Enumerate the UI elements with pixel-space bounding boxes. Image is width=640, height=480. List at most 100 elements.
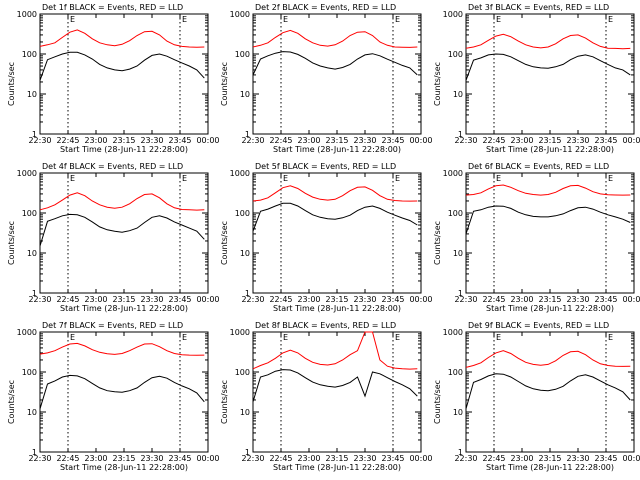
x-tick-label: 22:45 bbox=[56, 295, 79, 304]
marker-label: E bbox=[496, 15, 501, 24]
x-tick-label: 22:45 bbox=[269, 454, 292, 463]
x-tick-label: 00:00 bbox=[622, 136, 640, 145]
y-tick-label: 100 bbox=[22, 50, 37, 59]
x-tick-label: 23:00 bbox=[297, 454, 320, 463]
y-tick-label: 100 bbox=[235, 209, 250, 218]
y-axis-label: Counts/sec bbox=[7, 62, 16, 106]
x-tick-label: 23:15 bbox=[538, 454, 561, 463]
x-axis-label: Start Time (28-Jun-11 22:28:00) bbox=[60, 145, 188, 154]
series-line bbox=[252, 369, 418, 402]
x-tick-label: 22:30 bbox=[28, 454, 51, 463]
x-tick-label: 22:45 bbox=[56, 136, 79, 145]
panel-title: Det 5f BLACK = Events, RED = LLD bbox=[255, 162, 396, 171]
series-line bbox=[465, 184, 631, 196]
y-tick-label: 1000 bbox=[230, 10, 250, 19]
y-tick-label: 10 bbox=[453, 408, 463, 417]
marker-label: E bbox=[608, 15, 613, 24]
x-tick-label: 23:30 bbox=[566, 295, 589, 304]
plot-frame bbox=[252, 13, 422, 135]
x-tick-label: 22:45 bbox=[56, 454, 79, 463]
plot-frame bbox=[39, 172, 209, 294]
marker-label: E bbox=[283, 15, 288, 24]
x-tick-label: 00:00 bbox=[622, 454, 640, 463]
panel-title: Det 8f BLACK = Events, RED = LLD bbox=[255, 321, 396, 330]
x-tick-label: 23:15 bbox=[112, 295, 135, 304]
panel-title: Det 6f BLACK = Events, RED = LLD bbox=[468, 162, 609, 171]
x-axis-label: Start Time (28-Jun-11 22:28:00) bbox=[486, 145, 614, 154]
x-tick-label: 23:45 bbox=[594, 136, 617, 145]
series-line bbox=[39, 29, 205, 48]
x-tick-label: 23:45 bbox=[594, 295, 617, 304]
marker-label: E bbox=[70, 174, 75, 183]
chart-panel: Det 1f BLACK = Events, RED = LLD 22:30 22:… bbox=[7, 3, 220, 154]
marker-label: E bbox=[283, 174, 288, 183]
x-tick-label: 23:45 bbox=[168, 295, 191, 304]
x-tick-label: 23:15 bbox=[538, 136, 561, 145]
x-tick-label: 23:30 bbox=[140, 454, 163, 463]
x-tick-label: 22:30 bbox=[241, 454, 264, 463]
series-line bbox=[252, 331, 418, 370]
series-line bbox=[252, 51, 418, 76]
y-tick-label: 10 bbox=[27, 408, 37, 417]
x-tick-label: 23:30 bbox=[353, 454, 376, 463]
chart-panel: Det 5f BLACK = Events, RED = LLD 22:30 22:… bbox=[220, 162, 433, 313]
y-axis-label: Counts/sec bbox=[433, 221, 442, 265]
y-tick-label: 1000 bbox=[17, 169, 37, 178]
x-tick-label: 23:45 bbox=[168, 136, 191, 145]
x-tick-label: 00:00 bbox=[409, 136, 432, 145]
plot-frame bbox=[465, 172, 635, 294]
y-tick-label: 10 bbox=[27, 249, 37, 258]
x-axis-label: Start Time (28-Jun-11 22:28:00) bbox=[60, 463, 188, 472]
x-tick-label: 23:15 bbox=[325, 295, 348, 304]
x-tick-label: 22:45 bbox=[269, 295, 292, 304]
x-tick-label: 23:45 bbox=[381, 136, 404, 145]
x-tick-label: 23:45 bbox=[168, 454, 191, 463]
x-tick-label: 23:15 bbox=[538, 295, 561, 304]
marker-label: E bbox=[182, 174, 187, 183]
marker-label: E bbox=[70, 15, 75, 24]
y-tick-label: 1000 bbox=[443, 328, 463, 337]
panel-title: Det 1f BLACK = Events, RED = LLD bbox=[42, 3, 183, 12]
chart-panel: Det 3f BLACK = Events, RED = LLD 22:30 22:… bbox=[433, 3, 640, 154]
x-tick-label: 22:30 bbox=[454, 136, 477, 145]
y-tick-label: 100 bbox=[22, 209, 37, 218]
marker-label: E bbox=[182, 15, 187, 24]
plot-frame bbox=[465, 331, 635, 453]
chart-panel: Det 2f BLACK = Events, RED = LLD 22:30 22:… bbox=[220, 3, 433, 154]
x-axis-label: Start Time (28-Jun-11 22:28:00) bbox=[486, 304, 614, 313]
plot-frame bbox=[39, 13, 209, 135]
x-tick-label: 00:00 bbox=[622, 295, 640, 304]
y-tick-label: 1 bbox=[458, 289, 463, 298]
series-line bbox=[252, 202, 418, 232]
y-tick-label: 100 bbox=[448, 368, 463, 377]
x-tick-label: 23:00 bbox=[297, 136, 320, 145]
panel-title: Det 4f BLACK = Events, RED = LLD bbox=[42, 162, 183, 171]
y-tick-label: 1 bbox=[245, 448, 250, 457]
chart-panel: Det 4f BLACK = Events, RED = LLD 22:30 22:… bbox=[7, 162, 220, 313]
y-tick-label: 1000 bbox=[17, 10, 37, 19]
x-tick-label: 22:30 bbox=[28, 295, 51, 304]
y-tick-label: 100 bbox=[235, 368, 250, 377]
marker-label: E bbox=[608, 174, 613, 183]
marker-label: E bbox=[608, 333, 613, 342]
x-tick-label: 23:00 bbox=[84, 136, 107, 145]
y-tick-label: 100 bbox=[22, 368, 37, 377]
x-axis-label: Start Time (28-Jun-11 22:28:00) bbox=[60, 304, 188, 313]
y-tick-label: 10 bbox=[453, 249, 463, 258]
y-tick-label: 100 bbox=[448, 50, 463, 59]
y-axis-label: Counts/sec bbox=[433, 380, 442, 424]
marker-label: E bbox=[395, 333, 400, 342]
x-tick-label: 23:30 bbox=[353, 136, 376, 145]
y-tick-label: 1 bbox=[458, 130, 463, 139]
x-axis-label: Start Time (28-Jun-11 22:28:00) bbox=[486, 463, 614, 472]
x-tick-label: 23:30 bbox=[140, 136, 163, 145]
panel-title: Det 3f BLACK = Events, RED = LLD bbox=[468, 3, 609, 12]
y-axis-label: Counts/sec bbox=[220, 221, 229, 265]
chart-panel: Det 6f BLACK = Events, RED = LLD 22:30 22:… bbox=[433, 162, 640, 313]
y-tick-label: 1000 bbox=[443, 169, 463, 178]
x-tick-label: 22:30 bbox=[241, 136, 264, 145]
x-tick-label: 22:45 bbox=[482, 136, 505, 145]
x-tick-label: 23:00 bbox=[297, 295, 320, 304]
x-tick-label: 23:30 bbox=[566, 454, 589, 463]
x-tick-label: 23:30 bbox=[140, 295, 163, 304]
